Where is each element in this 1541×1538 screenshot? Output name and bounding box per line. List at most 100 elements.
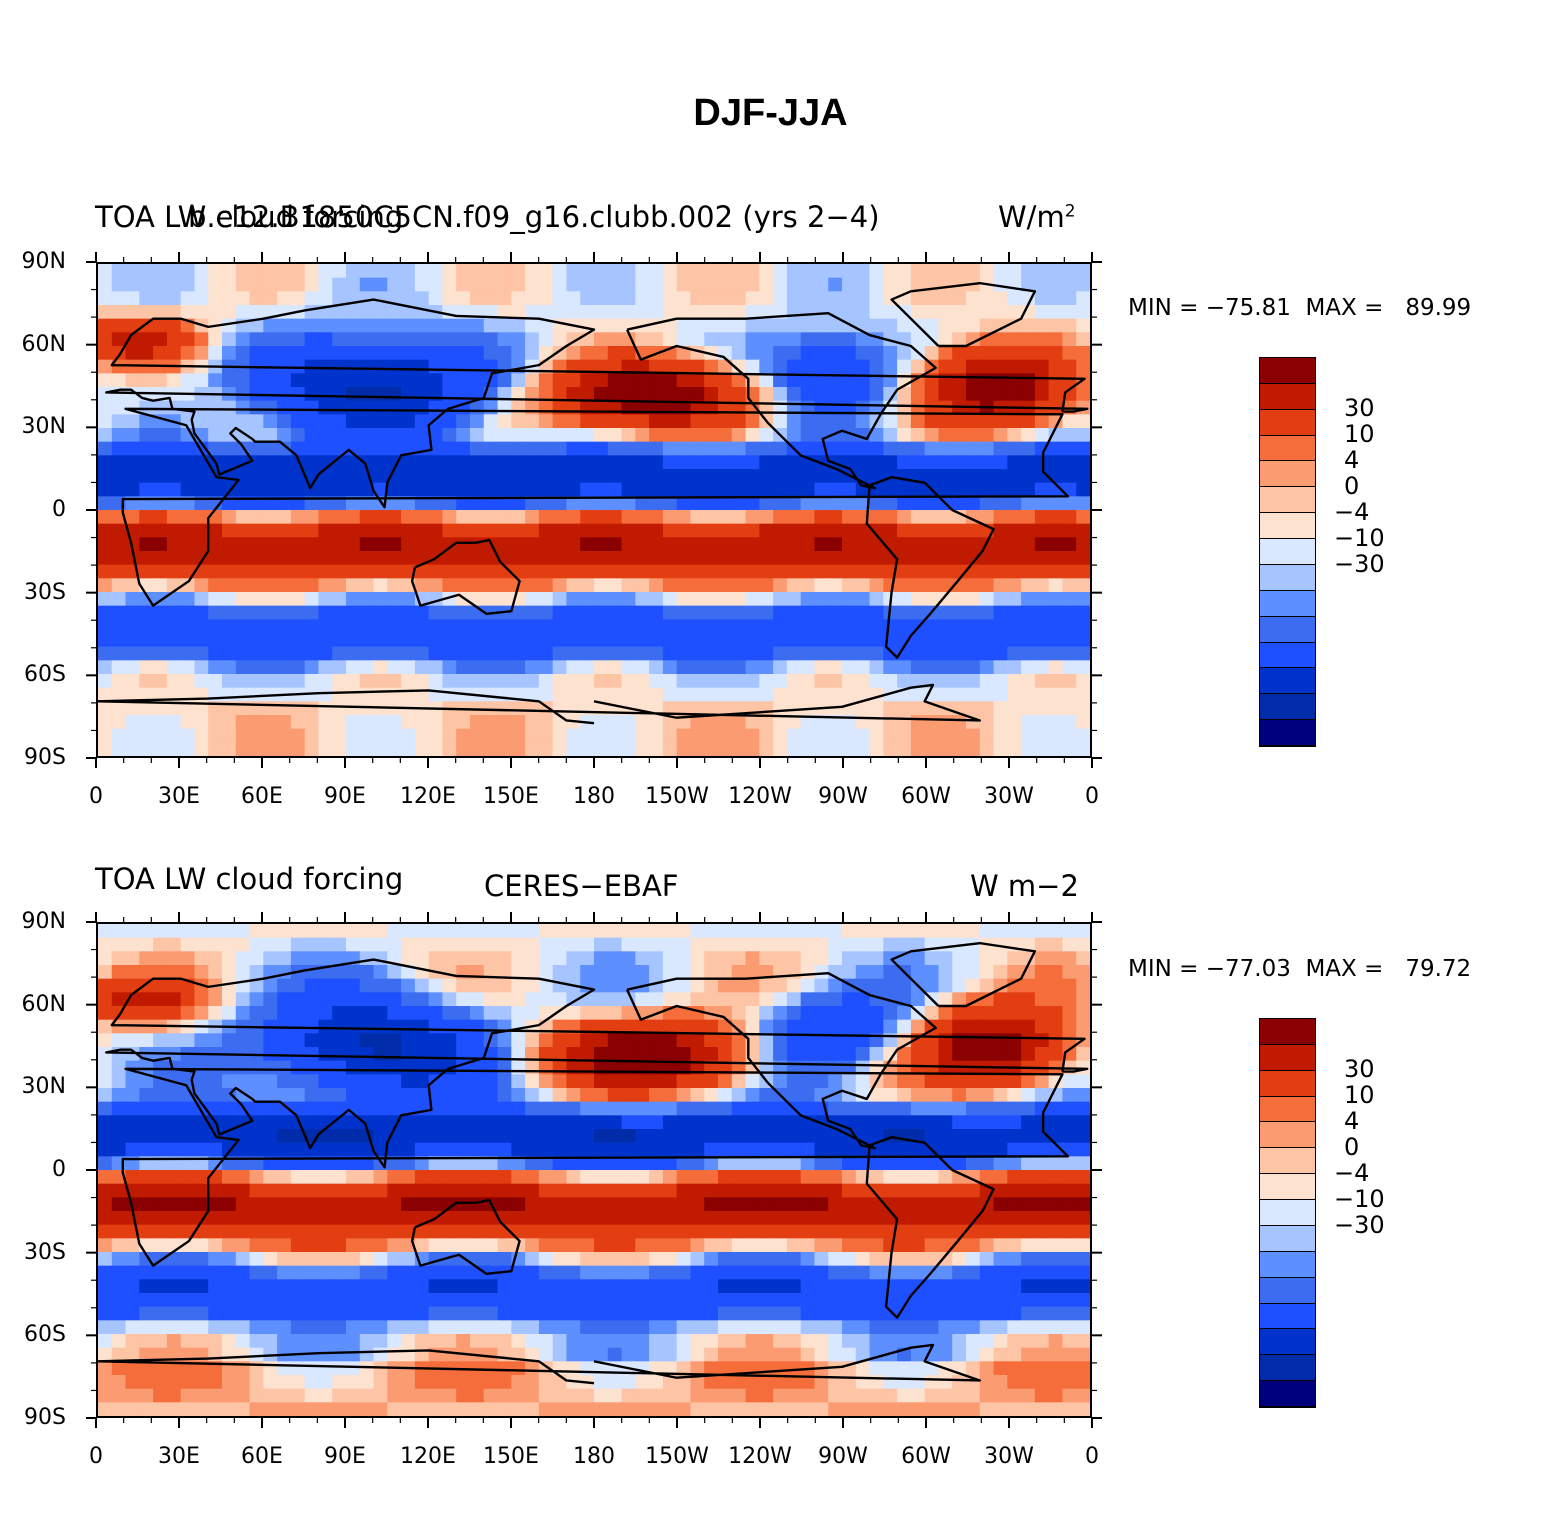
lat-tick-label: 0 [52,1157,66,1182]
colorbar-label: 10 [1344,1081,1375,1109]
colorbar-label: −30 [1334,550,1385,578]
colorbar-model [1259,357,1316,747]
panel-units: W/m2 [998,203,1076,232]
coastline [410,538,521,616]
panel-left-title: TOA LW cloud forcing [95,862,404,896]
colorbar-swatch [1260,461,1315,488]
lat-tick-label: 90N [21,909,66,934]
colorbar-swatch [1260,1225,1315,1252]
lat-tick-label: 60N [21,331,66,357]
panel-left-title: TOA LW cloud forcing [95,200,404,234]
map-obs [96,922,1092,1418]
lon-tick-label: 120W [728,1444,792,1469]
colorbar-swatch [1260,564,1315,591]
colorbar-swatch [1260,616,1315,643]
lon-tick-label: 30E [158,1444,200,1469]
lon-tick-label: 90W [818,1444,868,1469]
panel-center-title: b.e12.B1850C5CN.f09_g16.clubb.002 (yrs 2… [188,200,880,234]
colorbar-label: −4 [1334,1159,1370,1187]
lon-tick-label: 60W [901,1444,951,1469]
lon-tick-label: 150E [483,784,539,809]
colorbar-swatch [1260,694,1315,721]
lon-tick-label: 120E [400,784,456,809]
colorbar-label: 4 [1344,1107,1360,1135]
lat-tick-label: 30N [21,1074,66,1100]
coastline [105,958,1089,1169]
colorbar-swatch [1260,1251,1315,1278]
colorbar-swatch [1260,1355,1315,1382]
lon-tick-label: 30W [984,1444,1034,1469]
colorbar-label: 0 [1344,472,1360,500]
colorbar-swatch [1260,1044,1315,1071]
lon-tick-label: 0 [1085,784,1099,809]
colorbar-swatch [1260,358,1315,384]
lon-tick-label: 60W [901,784,951,809]
units-text: W/m [998,200,1065,234]
lon-tick-label: 90E [324,1444,366,1469]
map-field-model [98,264,1090,756]
coastline [410,1198,521,1276]
colorbar-swatch [1260,409,1315,436]
coastline [105,298,1089,509]
minmax-label: MIN = −75.81 MAX = 89.99 [1128,295,1472,321]
colorbar-swatch [1260,487,1315,514]
map-field-obs [98,924,1090,1416]
colorbar-swatch [1260,1070,1315,1097]
lon-tick-label: 90E [324,784,366,809]
colorbar-swatch [1260,668,1315,695]
colorbar-label: 30 [1344,394,1375,422]
coastline [890,281,1037,348]
colorbar-swatch [1260,1096,1315,1123]
coastline [890,941,1037,1008]
colorbar-swatch [1260,1200,1315,1226]
lon-tick-label: 60E [241,1444,283,1469]
lat-tick-label: 0 [52,497,66,522]
lat-tick-label: 60N [21,991,66,1017]
map-model [96,262,1092,758]
colorbar-swatch [1260,513,1315,540]
lon-tick-label: 150W [645,1444,709,1469]
lon-tick-label: 120E [400,1444,456,1469]
coastline [625,972,937,1150]
lat-tick-label: 60S [24,1322,66,1348]
lon-tick-label: 120W [728,784,792,809]
colorbar-swatch [1260,1329,1315,1356]
lon-tick-label: 0 [89,784,103,809]
lon-tick-label: 60E [241,784,283,809]
colorbar-swatch [1260,383,1315,410]
colorbar-swatch [1260,1174,1315,1201]
colorbar-swatch [1260,1303,1315,1330]
coastline [98,1343,981,1385]
colorbar-swatch [1260,1277,1315,1304]
panel-units: W m−2 [970,869,1079,903]
coastline [865,1136,995,1319]
units-superscript: 2 [1064,201,1076,222]
lon-tick-label: 150W [645,784,709,809]
colorbar-label: 4 [1344,446,1360,474]
colorbar-swatch [1260,590,1315,617]
coastline [121,1067,1070,1267]
colorbar-obs [1259,1018,1316,1408]
colorbar-label: −4 [1334,498,1370,526]
colorbar-swatch [1260,642,1315,669]
lon-tick-label: 180 [573,784,615,809]
colorbar-label: −10 [1334,524,1385,552]
lat-tick-label: 90N [21,249,66,274]
colorbar-swatch [1260,1122,1315,1149]
lon-tick-label: 90W [818,784,868,809]
coastline [865,476,995,659]
colorbar-swatch [1260,539,1315,565]
coastline [121,407,1070,607]
lat-tick-label: 90S [24,745,66,770]
colorbar-swatch [1260,720,1315,746]
lat-tick-label: 30S [24,579,66,605]
colorbar-swatch [1260,1148,1315,1175]
colorbar-swatch [1260,1019,1315,1045]
colorbar-label: 10 [1344,420,1375,448]
colorbar-label: 0 [1344,1133,1360,1161]
lat-tick-label: 60S [24,662,66,688]
lat-tick-label: 30N [21,414,66,440]
lon-tick-label: 0 [89,1444,103,1469]
colorbar-label: 30 [1344,1055,1375,1083]
colorbar-label: −10 [1334,1185,1385,1213]
